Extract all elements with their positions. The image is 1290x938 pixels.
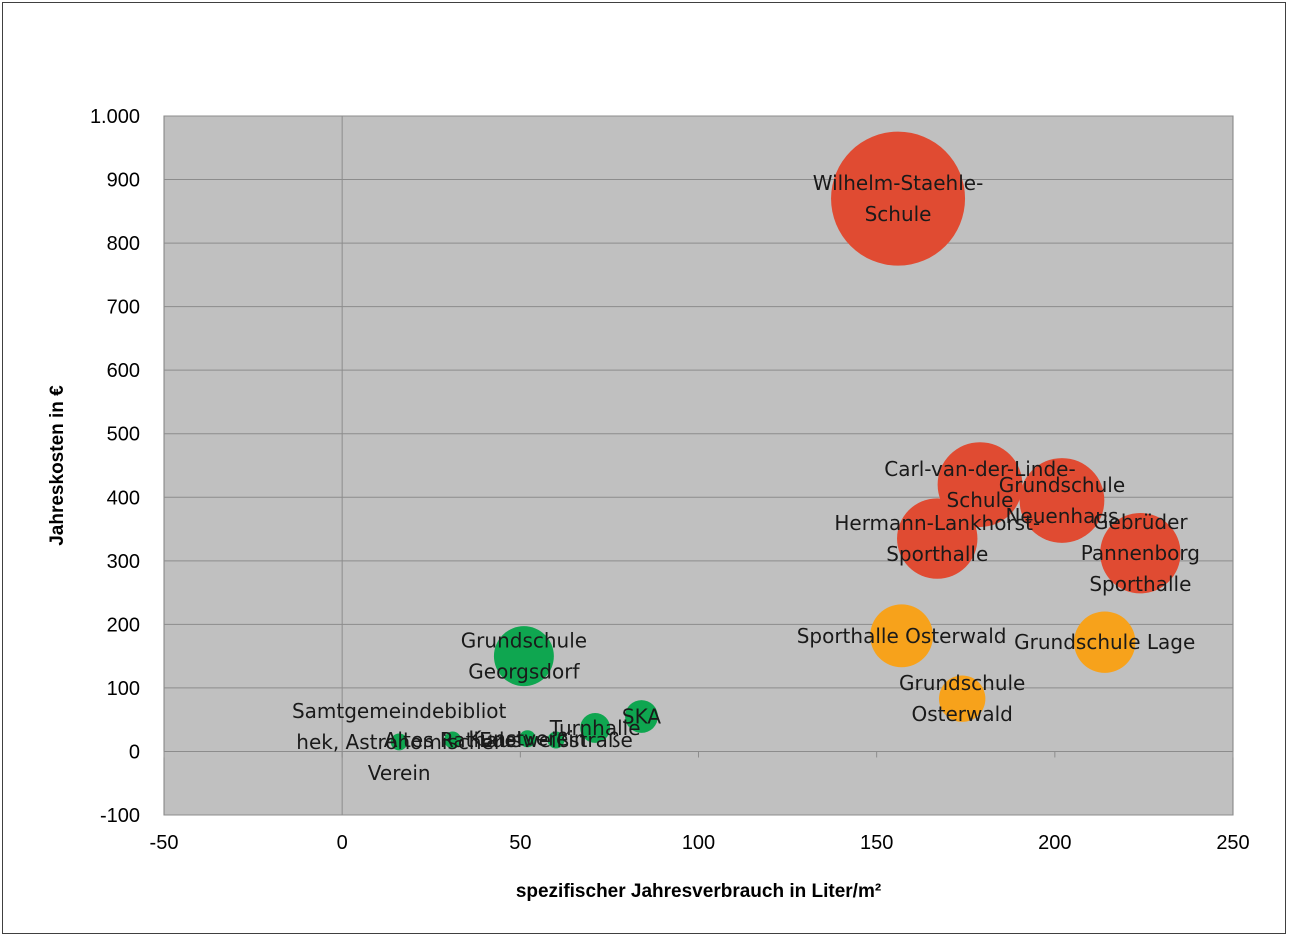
data-label: Verein	[368, 761, 431, 785]
y-tick-label: 400	[107, 487, 140, 509]
data-label: Schule	[865, 202, 932, 226]
x-tick-label: 250	[1216, 832, 1249, 854]
y-tick-label: 0	[129, 741, 140, 763]
data-label: Georgsdorf	[468, 660, 580, 684]
axes	[163, 116, 1234, 815]
bubble	[547, 731, 565, 749]
bubble	[493, 626, 554, 687]
y-tick-label: 200	[107, 614, 140, 636]
bubble	[1019, 458, 1105, 543]
data-label: Neuenhaus	[1005, 504, 1118, 528]
data-label: Wilhelm-Staehle-	[813, 171, 984, 195]
y-tick-label: 900	[107, 170, 140, 192]
bubble	[897, 498, 978, 579]
data-label: Grundschule	[461, 629, 587, 653]
x-axis-title: spezifischer Jahresverbrauch in Liter/m²	[516, 881, 881, 902]
bubble	[938, 675, 986, 722]
data-label: Hermann-Lankhorst-	[834, 511, 1040, 535]
y-tick-label: 700	[107, 297, 140, 319]
bubble	[870, 604, 934, 668]
y-tick-label: 600	[107, 360, 140, 382]
bubbles	[390, 131, 1181, 751]
bubble	[580, 712, 611, 743]
bubble	[625, 700, 658, 733]
data-label: Grundschule	[899, 671, 1025, 695]
x-tick-label: 50	[509, 832, 531, 854]
y-tick-label: 800	[107, 233, 140, 255]
y-tick-label: -100	[100, 805, 140, 827]
data-label: Pannenborg	[1081, 541, 1200, 565]
data-label: Gebrüder	[1093, 510, 1188, 534]
y-tick-label: 1.000	[90, 106, 140, 128]
data-label: Sporthalle Osterwald	[797, 624, 1007, 648]
data-label: hek, Astronomischer	[296, 730, 503, 754]
bubble	[390, 733, 408, 751]
data-label: Sporthalle	[886, 542, 988, 566]
data-label: SKA	[622, 705, 661, 729]
y-tick-label: 300	[107, 551, 140, 573]
y-tick-label: 100	[107, 678, 140, 700]
y-tick-label: 500	[107, 424, 140, 446]
y-axis-title: Jahreskosten in €	[47, 385, 68, 546]
data-label: Carl-van-der-Linde-	[884, 457, 1075, 481]
x-tick-label: 200	[1038, 832, 1071, 854]
data-label: Edelweißstraße	[479, 728, 633, 752]
data-label: Samtgemeindebibliot	[292, 699, 507, 723]
data-label: Kunstverein	[468, 727, 586, 751]
data-label: Schule	[947, 488, 1014, 512]
data-label: Sporthalle	[1089, 572, 1191, 596]
tick-labels: -50 0 50 100 150 200 250 -100 0 100 200 300 400 500 60…	[90, 106, 1250, 854]
data-label: Altes Rathaus	[384, 728, 522, 752]
data-label: Turnhalle	[549, 716, 641, 740]
x-tick-label: 100	[682, 832, 715, 854]
data-label: Grundschule	[999, 473, 1125, 497]
data-label: Grundschule Lage	[1014, 630, 1195, 654]
bubble	[1074, 611, 1136, 673]
bubble	[831, 131, 966, 266]
x-tick-label: 0	[337, 832, 348, 854]
data-labels: Wilhelm-Staehle- Schule Carl-van-der-Linde…	[292, 171, 1200, 785]
bubble	[1100, 512, 1181, 594]
data-label: Osterwald	[911, 702, 1012, 726]
x-tick-label: -50	[150, 832, 179, 854]
bubble	[444, 731, 462, 749]
bubble	[518, 730, 536, 748]
x-tick-label: 150	[860, 832, 893, 854]
